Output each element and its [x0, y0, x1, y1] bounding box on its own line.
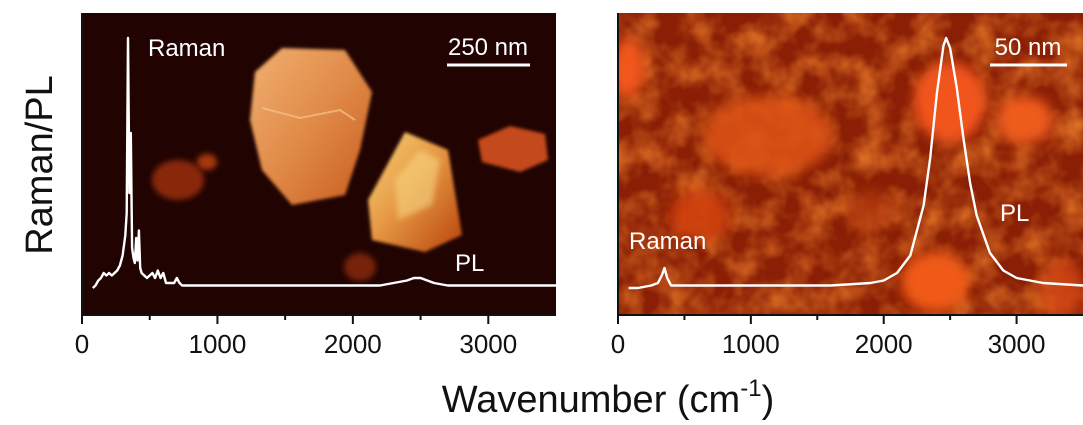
x-tick-label-right: 2000 [855, 329, 913, 359]
x-tick-label-left: 2000 [324, 329, 382, 359]
x-axis-title: Wavenumber (cm-1) [442, 375, 774, 421]
spectrum-line-left [91, 36, 556, 289]
x-tick-label-right: 0 [611, 329, 625, 359]
x-tick-label-right: 1000 [722, 329, 780, 359]
y-axis-title: Raman/PL [19, 75, 61, 255]
raman-label-left: Raman [148, 35, 225, 62]
x-axis-title-main: Wavenumber (cm [442, 379, 740, 421]
panel-left: 0 1000 2000 3000 [75, 13, 556, 359]
x-tick-label-left: 3000 [459, 329, 517, 359]
scale-bar-right-label: 50 nm [995, 34, 1062, 61]
x-axis-title-close: ) [762, 379, 775, 421]
spectrum-line-right [628, 36, 1083, 290]
afm-image-right [618, 13, 1083, 315]
afm-image-left [82, 13, 556, 315]
x-tick-label-right: 3000 [988, 329, 1046, 359]
pl-label-left: PL [455, 250, 484, 277]
x-tick-label-left: 0 [75, 329, 89, 359]
raman-label-right: Raman [629, 228, 706, 255]
x-tick-label-left: 1000 [189, 329, 247, 359]
pl-label-right: PL [1000, 200, 1029, 227]
x-axis-title-sup: -1 [740, 375, 761, 402]
scale-bar-left-label: 250 nm [448, 34, 528, 61]
panel-right: 0 1000 2000 3000 [611, 13, 1083, 359]
